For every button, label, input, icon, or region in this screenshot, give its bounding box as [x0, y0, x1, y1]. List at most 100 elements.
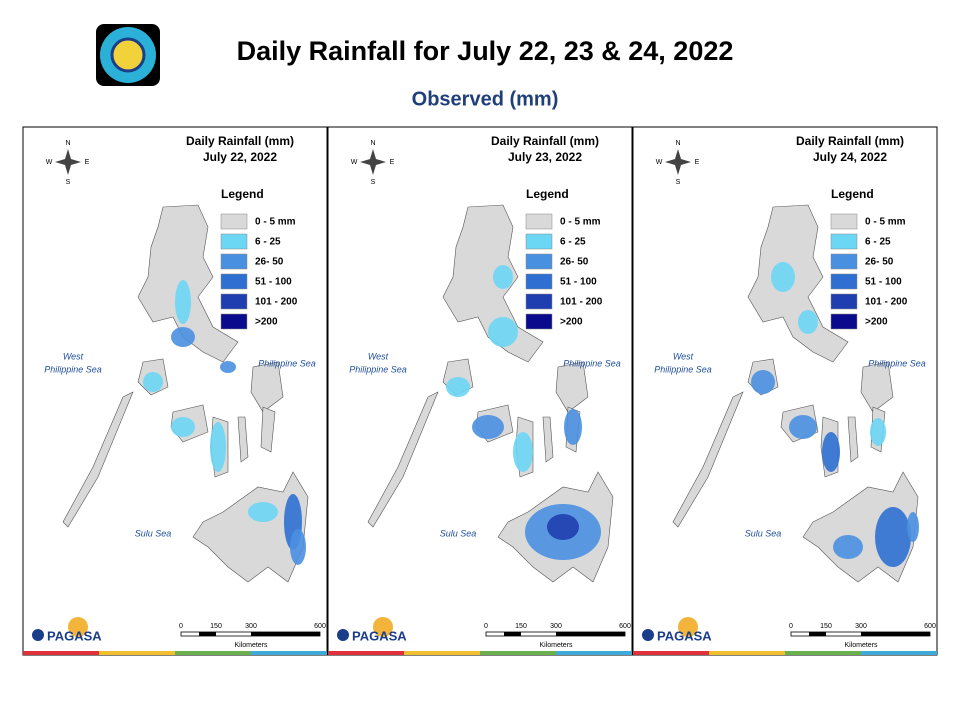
legend-swatch — [525, 213, 553, 230]
sea-label: Philippine Sea — [654, 364, 712, 374]
rainfall-area — [798, 310, 818, 334]
rainfall-area — [875, 507, 911, 567]
legend-label: 0 - 5 mm — [560, 217, 601, 228]
scale-label: 150 — [820, 623, 832, 630]
color-strip — [633, 651, 709, 655]
compass-label: N — [370, 140, 375, 147]
rainfall-area — [143, 372, 163, 392]
legend-swatch — [830, 293, 858, 310]
legend-swatch — [525, 253, 553, 270]
scale-label: 600 — [314, 623, 326, 630]
compass-label: S — [371, 179, 376, 186]
scale-label: 150 — [515, 623, 527, 630]
color-strip — [785, 651, 861, 655]
scale-label: 300 — [550, 623, 562, 630]
color-strip — [251, 651, 327, 655]
logo-mark — [337, 629, 349, 641]
rainfall-area — [513, 432, 533, 472]
legend-swatch — [830, 313, 858, 330]
legend-swatch — [220, 253, 248, 270]
color-strip — [175, 651, 251, 655]
sea-label: West — [368, 351, 389, 361]
sea-label: Philippine Sea — [44, 364, 102, 374]
subtitle: Observed (mm) — [412, 88, 559, 110]
rainfall-area — [870, 418, 886, 446]
compass-label: E — [85, 159, 90, 166]
sea-label: Philippine Sea — [563, 358, 621, 368]
legend-label: 6 - 25 — [865, 237, 891, 248]
color-strip — [99, 651, 175, 655]
rainfall-area — [171, 417, 195, 437]
rainfall-area — [547, 514, 579, 540]
panels: N S W E Daily Rainfall (mm) July 22, 2022 Lege… — [22, 126, 938, 656]
legend-label: >200 — [865, 317, 888, 328]
legend-swatch — [525, 313, 553, 330]
compass: N S W E — [656, 140, 700, 186]
legend-title: Legend — [526, 187, 569, 201]
legend-swatch — [830, 273, 858, 290]
compass-label: E — [390, 159, 395, 166]
legend-label: >200 — [255, 317, 278, 328]
sea-label: Philippine Sea — [868, 358, 926, 368]
sea-label: Sulu Sea — [135, 528, 172, 538]
legend-label: 26- 50 — [560, 257, 589, 268]
color-strip — [861, 651, 937, 655]
map-panel: N S W E Daily Rainfall (mm) July 22, 2022 Lege… — [22, 126, 328, 656]
rainfall-area — [488, 317, 518, 347]
color-strip — [480, 651, 556, 655]
rainfall-area — [220, 361, 236, 373]
legend-label: 6 - 25 — [560, 237, 586, 248]
scale-bar — [556, 632, 625, 636]
legend-swatch — [830, 233, 858, 250]
rainfall-area — [564, 409, 582, 445]
legend-title: Legend — [831, 187, 874, 201]
sea-label: Sulu Sea — [440, 528, 477, 538]
rainfall-area — [248, 502, 278, 522]
rainfall-area — [175, 280, 191, 324]
legend-label: 101 - 200 — [255, 297, 298, 308]
scale-unit: Kilometers — [539, 642, 573, 649]
rainfall-area — [751, 370, 775, 394]
legend-label: 0 - 5 mm — [865, 217, 906, 228]
compass: N S W E — [46, 140, 90, 186]
sea-label: West — [673, 351, 694, 361]
scale-label: 0 — [179, 623, 183, 630]
scale-label: 0 — [484, 623, 488, 630]
compass-label: N — [65, 140, 70, 147]
legend-swatch — [220, 213, 248, 230]
legend-label: 26- 50 — [255, 257, 284, 268]
scale-bar — [504, 632, 521, 636]
rainfall-area — [210, 422, 226, 472]
legend-swatch — [525, 293, 553, 310]
legend-swatch — [220, 273, 248, 290]
logo-mark — [642, 629, 654, 641]
title: Daily Rainfall for July 22, 23 & 24, 202… — [237, 36, 734, 66]
compass-label: W — [656, 159, 663, 166]
rainfall-area — [493, 265, 513, 289]
legend-label: 101 - 200 — [865, 297, 908, 308]
logo-header — [96, 24, 160, 86]
scale-label: 600 — [619, 623, 631, 630]
compass-label: S — [676, 179, 681, 186]
rainfall-area — [290, 529, 306, 565]
legend-swatch — [830, 213, 858, 230]
panel-title: Daily Rainfall (mm) — [796, 134, 904, 148]
scale-bar — [861, 632, 930, 636]
color-strip — [709, 651, 785, 655]
compass-label: N — [675, 140, 680, 147]
compass-label: W — [351, 159, 358, 166]
color-strip — [23, 651, 99, 655]
legend-label: 26- 50 — [865, 257, 894, 268]
logo-text: PAGASA — [657, 628, 712, 643]
sea-label: West — [63, 351, 84, 361]
legend-swatch — [220, 293, 248, 310]
logo-text: PAGASA — [352, 628, 407, 643]
sea-label: Philippine Sea — [258, 358, 316, 368]
logo-text: PAGASA — [47, 628, 102, 643]
rainfall-area — [833, 535, 863, 559]
logo-mark — [373, 617, 393, 637]
scale-bar — [809, 632, 826, 636]
legend-title: Legend — [221, 187, 264, 201]
legend-swatch — [220, 313, 248, 330]
map-panel: N S W E Daily Rainfall (mm) July 24, 2022 Lege… — [632, 126, 938, 656]
